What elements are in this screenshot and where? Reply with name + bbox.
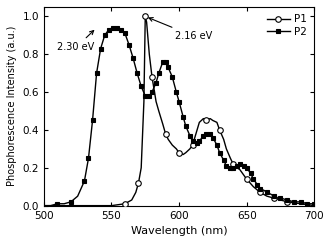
Line: P1: P1 xyxy=(44,17,314,206)
Legend: P1, P2: P1, P2 xyxy=(265,12,309,39)
P1 xyxy=(157,110,161,113)
P2 xyxy=(99,47,103,50)
P1 xyxy=(42,204,46,207)
P1 xyxy=(299,202,303,205)
P1 xyxy=(142,100,146,103)
P2 xyxy=(42,204,46,207)
P1 xyxy=(312,204,316,207)
Y-axis label: Phosphorescence Intensity (a.u.): Phosphorescence Intensity (a.u.) xyxy=(7,26,17,186)
Text: 2.30 eV: 2.30 eV xyxy=(57,31,95,52)
P2 xyxy=(285,199,289,201)
P2 xyxy=(177,100,181,103)
P1 xyxy=(154,100,158,103)
P2 xyxy=(312,202,316,205)
P1 xyxy=(217,129,221,131)
X-axis label: Wavelength (nm): Wavelength (nm) xyxy=(131,226,227,236)
P2 xyxy=(91,119,95,122)
P1 xyxy=(143,15,147,18)
P2 xyxy=(166,66,170,69)
P1 xyxy=(228,157,232,160)
Text: 2.16 eV: 2.16 eV xyxy=(149,17,212,41)
P2 xyxy=(111,26,115,29)
P2 xyxy=(245,166,249,169)
Line: P2: P2 xyxy=(44,28,314,206)
